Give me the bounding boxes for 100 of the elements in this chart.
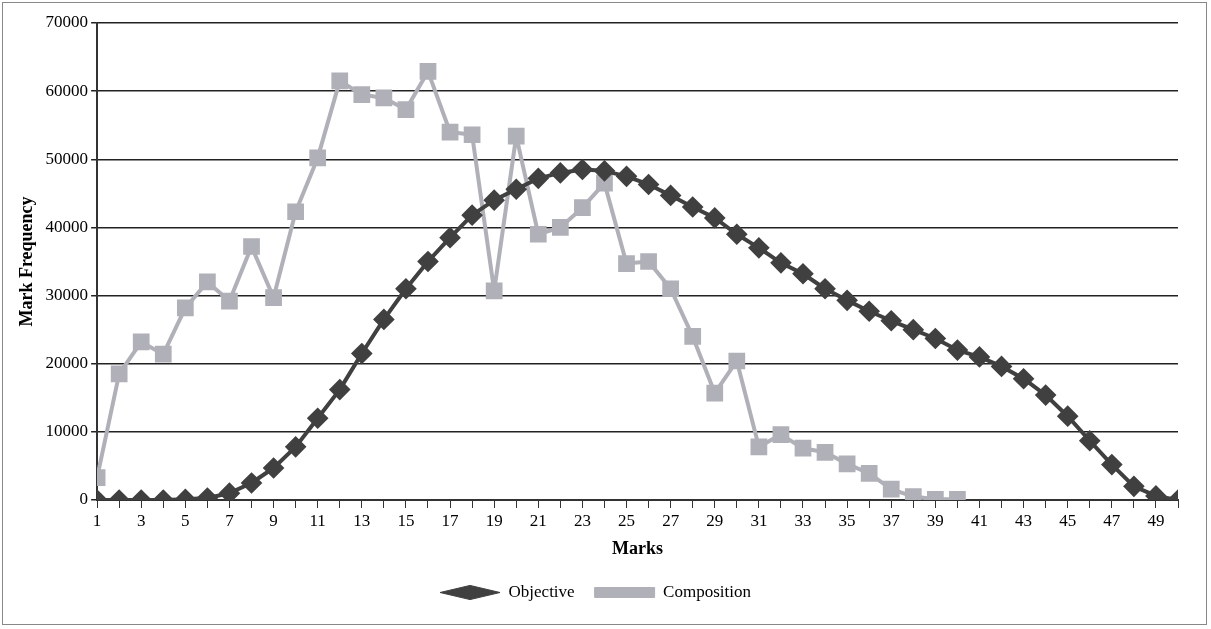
x-tick-label: 19 [485,510,503,530]
point [485,282,503,300]
point [838,455,856,473]
x-tick-label: 31 [750,510,768,530]
y-tick-label: 40000 [45,216,89,236]
x-tick-label: 21 [529,510,547,530]
point [903,319,924,340]
point [991,356,1012,377]
x-tick-label: 17 [441,510,460,530]
y-tick-label: 30000 [45,285,89,305]
x-tick-label: 25 [618,510,636,530]
point [221,292,238,310]
y-tick-label: 20000 [45,353,89,373]
point [947,340,968,361]
point [219,483,240,500]
point [307,408,328,429]
point [1057,406,1078,427]
point [132,333,150,351]
x-tick-label: 7 [225,510,235,530]
x-tick-label: 47 [1103,510,1121,530]
point [882,480,900,498]
x-tick-label: 43 [1015,510,1033,530]
point [618,255,635,272]
x-tick-label: 3 [136,510,146,530]
point [373,309,394,330]
point [551,219,569,236]
point [1035,385,1056,406]
point [859,301,880,322]
point [1123,476,1144,497]
point [662,280,679,298]
point [682,196,703,217]
point [440,227,461,248]
legend-label: Objective [508,581,575,601]
point [263,457,284,478]
point [572,159,593,180]
point [417,251,438,272]
x-tick-label: 11 [309,510,326,530]
y-tick-label: 10000 [45,421,89,441]
point [529,225,547,243]
x-tick-label: 29 [706,510,724,530]
point [309,149,327,167]
point [750,438,768,456]
point [154,345,172,363]
point [241,472,262,493]
x-tick-label: 5 [181,510,190,530]
point [574,199,591,217]
x-tick-label: 9 [269,510,278,530]
x-tick-label: 37 [882,510,901,530]
point [243,238,260,255]
point [395,278,416,299]
point [329,379,350,400]
point [351,343,372,364]
y-tick-label: 70000 [45,12,89,32]
x-tick-label: 15 [397,510,415,530]
point [638,174,659,195]
point [815,278,836,299]
point [881,310,902,331]
point [199,273,216,291]
point [860,465,878,482]
x-tick-label: 49 [1147,510,1165,530]
point [925,328,946,349]
x-tick-label: 45 [1059,510,1077,530]
point [728,352,746,370]
point [375,89,393,107]
point [1101,454,1122,475]
point [837,290,858,311]
x-tick-label: 27 [662,510,680,530]
point [484,190,505,211]
point [794,439,812,457]
point [640,253,657,270]
x-tick-label: 33 [794,510,812,530]
x-tick-label: 41 [970,510,988,530]
point [1079,430,1100,451]
legend-label: Composition [663,581,752,601]
x-tick-label: 23 [573,510,591,530]
point [706,384,724,402]
point [726,224,747,245]
point [462,205,483,226]
point [441,123,459,141]
point [1013,368,1034,389]
y-tick-label: 60000 [45,80,89,100]
y-axis-title: Mark Frequency [16,196,37,327]
y-tick-label: 0 [79,489,89,509]
point [704,207,725,228]
point [748,237,769,258]
point [770,252,791,273]
point [684,328,702,345]
point [463,126,481,144]
point [506,179,527,200]
x-axis-title: Marks [612,537,664,558]
point [331,72,349,90]
point [528,168,549,189]
x-tick-label: 13 [353,510,371,530]
point [594,160,615,181]
y-tick-label: 50000 [45,148,89,168]
point [176,299,194,317]
point [660,185,681,206]
point [287,203,304,221]
point [419,63,437,80]
point [353,86,371,103]
